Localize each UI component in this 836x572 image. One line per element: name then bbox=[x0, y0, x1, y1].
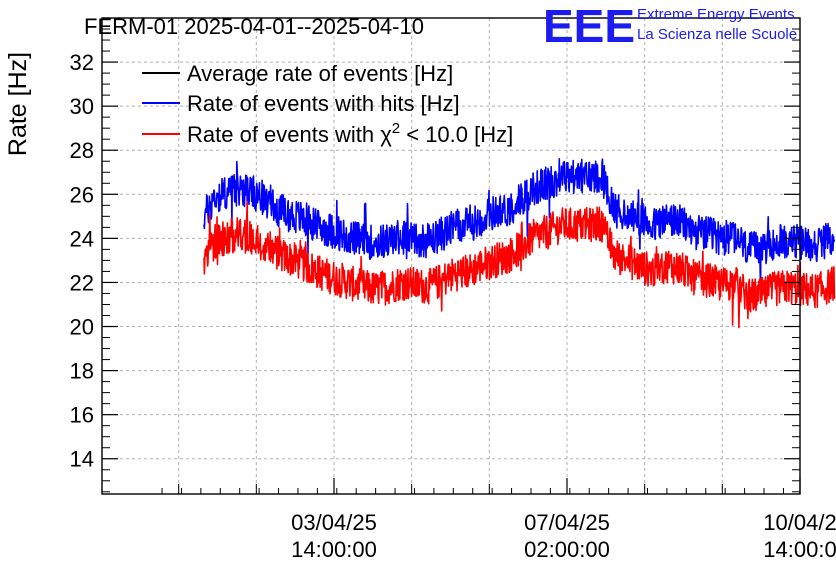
eee-logo-line2: La Scienza nelle Scuole bbox=[637, 26, 797, 43]
y-tick-label: 18 bbox=[70, 359, 94, 384]
legend: Average rate of events [Hz] Rate of even… bbox=[142, 61, 513, 147]
eee-logo-mark: EEE bbox=[543, 0, 635, 52]
y-axis: 14 16 18 20 22 24 26 28 30 32 bbox=[70, 28, 800, 493]
series-line-1 bbox=[203, 200, 836, 329]
legend-label-chi2-suffix: < 10.0 [Hz] bbox=[400, 122, 513, 147]
y-tick-label: 22 bbox=[70, 270, 94, 295]
plot-frame bbox=[101, 17, 801, 495]
eee-logo: EEE Extreme Energy Events La Scienza nel… bbox=[543, 0, 797, 52]
y-tick-label: 32 bbox=[70, 50, 94, 75]
x-tick-label-date: 10/04/2 bbox=[763, 510, 836, 535]
legend-label-average: Average rate of events [Hz] bbox=[187, 61, 453, 86]
y-tick-label: 16 bbox=[70, 403, 94, 428]
legend-label-hits: Rate of events with hits [Hz] bbox=[187, 91, 460, 116]
y-tick-label: 20 bbox=[70, 315, 94, 340]
eee-logo-line1: Extreme Energy Events bbox=[637, 6, 795, 23]
y-tick-label: 28 bbox=[70, 138, 94, 163]
y-tick-label: 14 bbox=[70, 447, 94, 472]
x-tick-label-date: 03/04/25 bbox=[291, 510, 377, 535]
legend-label-chi2-sup: 2 bbox=[392, 120, 400, 137]
x-tick-label-time: 02:00:00 bbox=[524, 537, 610, 562]
y-tick-label: 24 bbox=[70, 226, 94, 251]
y-axis-label: Rate [Hz] bbox=[4, 52, 32, 156]
legend-label-chi2: Rate of events with χ2 < 10.0 [Hz] bbox=[187, 120, 513, 147]
y-tick-label: 30 bbox=[70, 94, 94, 119]
series-layer bbox=[203, 158, 836, 329]
grid bbox=[102, 18, 801, 494]
x-tick-label-time: 14:00:0 bbox=[763, 537, 836, 562]
series-line-0 bbox=[203, 158, 836, 290]
y-tick-label: 26 bbox=[70, 182, 94, 207]
x-tick-label-time: 14:00:00 bbox=[291, 537, 377, 562]
x-tick-label-date: 07/04/25 bbox=[524, 510, 610, 535]
chart-title: FERM-01 2025-04-01--2025-04-10 bbox=[84, 14, 424, 39]
legend-label-chi2-symbol: χ bbox=[380, 122, 392, 147]
legend-label-chi2-prefix: Rate of events with bbox=[187, 122, 380, 147]
